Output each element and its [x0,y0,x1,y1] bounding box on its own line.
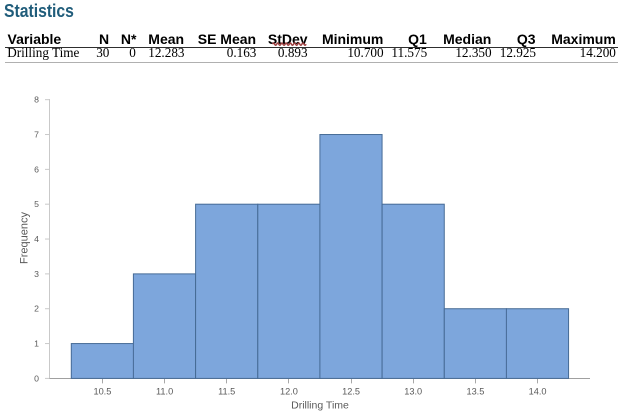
svg-text:7: 7 [34,130,39,140]
svg-text:4: 4 [34,234,39,244]
svg-text:8: 8 [34,95,39,105]
svg-text:1: 1 [34,339,39,349]
svg-text:12.5: 12.5 [342,387,360,397]
svg-text:5: 5 [34,199,39,209]
svg-text:Frequency: Frequency [19,212,31,264]
svg-text:12.0: 12.0 [280,387,298,397]
svg-text:14.0: 14.0 [529,387,547,397]
svg-text:11.0: 11.0 [156,387,173,397]
svg-text:11.5: 11.5 [218,387,235,397]
svg-text:6: 6 [34,164,39,174]
svg-text:0: 0 [34,373,39,383]
svg-text:2: 2 [34,304,39,314]
svg-text:13.5: 13.5 [466,387,484,397]
svg-text:10.5: 10.5 [93,387,111,397]
svg-text:Drilling Time: Drilling Time [291,400,349,412]
svg-text:13.0: 13.0 [404,387,422,397]
svg-text:3: 3 [34,269,39,279]
